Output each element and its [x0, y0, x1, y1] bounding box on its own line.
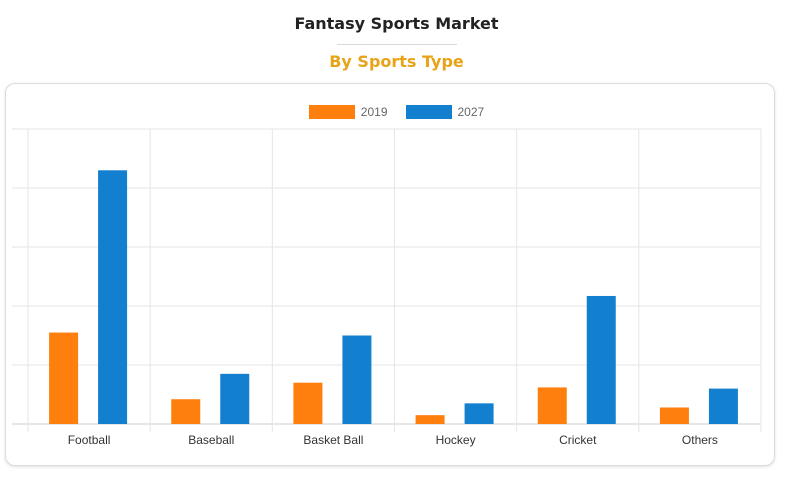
bar-2019-football [49, 332, 79, 424]
bar-2027-baseball [220, 373, 250, 424]
bar-2019-hockey [415, 415, 445, 424]
x-tick-label: Baseball [188, 433, 234, 447]
chart-card [5, 83, 775, 466]
bar-2019-cricket [537, 387, 567, 424]
bar-2027-football [98, 170, 128, 424]
bar-2019-others [659, 407, 689, 424]
legend-swatch-2027 [405, 105, 452, 119]
bar-2027-cricket [586, 295, 616, 424]
legend-swatch-2019 [308, 105, 355, 119]
legend-label-2027: 2027 [457, 105, 485, 119]
bar-2027-others [708, 388, 738, 424]
x-tick-label: Hockey [436, 433, 476, 447]
x-tick-label: Basket Ball [303, 433, 363, 447]
bar-2019-basket-ball [293, 382, 323, 424]
chart-title: Fantasy Sports Market [294, 14, 499, 33]
title-divider [337, 44, 457, 45]
x-tick-label: Football [68, 433, 111, 447]
legend-item-2027[interactable]: 2027 [405, 105, 485, 119]
legend-label-2019: 2019 [360, 105, 388, 119]
bar-2027-hockey [464, 403, 494, 424]
bar-2019-baseball [171, 399, 201, 424]
legend-item-2019[interactable]: 2019 [308, 105, 388, 119]
x-tick-label: Cricket [559, 433, 597, 447]
chart-legend: 2019 2027 [0, 103, 793, 121]
x-tick-label: Others [682, 433, 718, 447]
chart-subtitle: By Sports Type [329, 52, 464, 71]
bar-2027-basket-ball [342, 335, 372, 424]
